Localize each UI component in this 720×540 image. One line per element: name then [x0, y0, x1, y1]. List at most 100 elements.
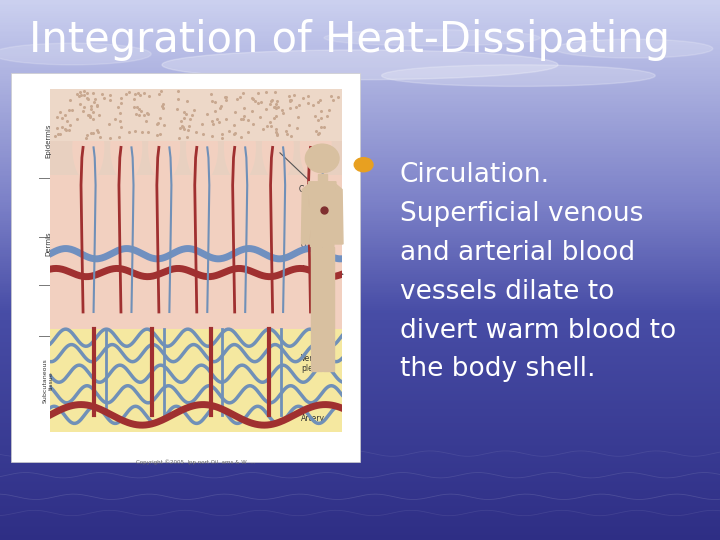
Bar: [0, 319, 720, 320]
Bar: [0, 471, 720, 474]
Bar: [0, 155, 720, 157]
Bar: [0, 119, 720, 120]
Bar: [0, 326, 720, 328]
Bar: [0, 517, 720, 518]
Bar: [0, 38, 720, 39]
Ellipse shape: [554, 39, 713, 58]
Bar: [0, 245, 720, 247]
Bar: [0, 76, 720, 77]
Bar: [0, 252, 720, 254]
Bar: [0, 160, 720, 162]
Bar: [0, 201, 720, 204]
Bar: [0, 522, 720, 524]
Bar: [0, 525, 720, 528]
Text: Superficial venous: Superficial venous: [400, 201, 643, 227]
Bar: [0, 443, 720, 444]
Bar: [0, 9, 720, 11]
Bar: [0, 184, 720, 185]
Text: and arterial blood: and arterial blood: [400, 240, 635, 266]
Bar: [0, 214, 720, 216]
Bar: [0, 520, 720, 522]
Bar: [0, 124, 720, 126]
Bar: [0, 502, 720, 504]
Bar: [0, 450, 720, 452]
Text: Copyright ©2005  lpp nort Oil  ams & W  ...: Copyright ©2005 lpp nort Oil ams & W ...: [137, 460, 256, 465]
Bar: [0, 301, 720, 302]
Bar: [0, 351, 720, 353]
Bar: [0, 31, 720, 32]
Bar: [0, 360, 720, 362]
Text: the body shell.: the body shell.: [400, 356, 595, 382]
Bar: [0, 387, 720, 389]
Text: Dermis: Dermis: [45, 231, 51, 256]
Bar: [0, 312, 720, 313]
Bar: [0, 367, 720, 369]
Bar: [0, 61, 720, 63]
Bar: [0, 382, 720, 383]
Bar: [0, 85, 720, 86]
Bar: [0, 211, 720, 212]
Bar: [0, 49, 720, 50]
Bar: [0, 248, 720, 250]
Bar: [0, 263, 720, 265]
Bar: [0, 420, 720, 421]
Bar: [0, 396, 720, 398]
Bar: [0, 328, 720, 329]
Ellipse shape: [262, 113, 294, 181]
Ellipse shape: [0, 43, 151, 65]
Bar: [0, 261, 720, 263]
Bar: [0, 482, 720, 484]
Ellipse shape: [162, 50, 558, 80]
Bar: [0, 390, 720, 393]
Bar: [0, 20, 720, 22]
Bar: [0, 425, 720, 427]
Bar: [0, 83, 720, 85]
Bar: [0, 34, 720, 36]
Bar: [0, 104, 720, 106]
Bar: [0, 529, 720, 531]
Text: vessels dilate to: vessels dilate to: [400, 279, 614, 305]
Bar: [0, 27, 720, 29]
Bar: [0, 137, 720, 139]
Bar: [0, 353, 720, 355]
Bar: [0, 250, 720, 252]
Bar: [0, 228, 720, 231]
Bar: [0, 45, 720, 47]
Bar: [0, 178, 720, 180]
Bar: [50, 89, 342, 140]
Bar: [0, 58, 720, 59]
Bar: [0, 227, 720, 228]
Text: Artery: Artery: [301, 414, 325, 423]
Bar: [0, 182, 720, 184]
Text: divert warm blood to: divert warm blood to: [400, 318, 676, 343]
Bar: [0, 79, 720, 81]
Bar: [0, 167, 720, 169]
Bar: [0, 108, 720, 110]
Bar: [0, 432, 720, 434]
Bar: [0, 401, 720, 403]
Bar: [0, 65, 720, 66]
Bar: [0, 454, 720, 455]
Bar: [0, 297, 720, 299]
Bar: [0, 430, 720, 432]
Bar: [0, 524, 720, 525]
Bar: [0, 135, 720, 137]
Bar: [0, 340, 720, 342]
Bar: [0, 133, 720, 135]
Bar: [0, 488, 720, 490]
Bar: [0, 304, 720, 306]
Bar: [0, 130, 720, 131]
Bar: [0, 99, 720, 101]
Ellipse shape: [54, 76, 306, 97]
Bar: [0, 486, 720, 488]
Ellipse shape: [110, 113, 143, 181]
Bar: [0, 481, 720, 482]
Bar: [0, 459, 720, 461]
Bar: [0, 362, 720, 363]
Bar: [0, 373, 720, 374]
Bar: [0, 416, 720, 417]
Text: Venous
plexus: Venous plexus: [301, 354, 329, 373]
Bar: [0, 369, 720, 371]
Bar: [0, 259, 720, 261]
Bar: [0, 204, 720, 205]
